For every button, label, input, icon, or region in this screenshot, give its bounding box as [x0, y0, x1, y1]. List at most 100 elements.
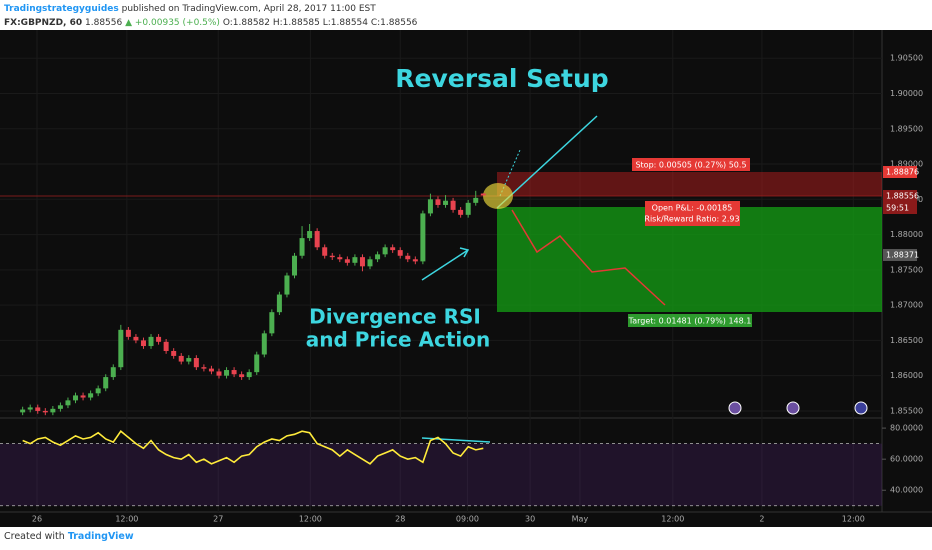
arrow-head	[459, 247, 470, 258]
chart: 1.85500 1.86000 1.86500 1.87000 1.87500 1.880…	[0, 30, 932, 527]
candle-body	[450, 200, 456, 210]
candle-body	[80, 395, 86, 398]
x-tick-label: 12:00	[661, 515, 684, 524]
y-tick-label: 1.87000	[890, 301, 923, 310]
candle-body	[465, 202, 471, 215]
candle-body	[276, 294, 282, 313]
candle-body	[299, 238, 305, 256]
axis-price-box	[883, 190, 917, 202]
x-tick-label: 27	[213, 515, 223, 524]
x-tick-label: 26	[32, 515, 42, 524]
y-tick-label: 1.86000	[890, 371, 923, 380]
axis-price-box	[883, 202, 917, 214]
highlight	[483, 183, 513, 209]
x-tick-label: 12:00	[115, 515, 138, 524]
rsi-pane	[0, 418, 882, 512]
candle-body	[193, 358, 199, 368]
candle-body	[88, 393, 94, 398]
candle-body	[405, 255, 411, 260]
candle-body	[208, 368, 214, 372]
y-tick-label: 1.87500	[890, 265, 923, 274]
candle-body	[57, 405, 63, 409]
candle-body	[239, 374, 245, 378]
event-icon[interactable]	[786, 401, 800, 415]
y-tick-label: 1.86500	[890, 336, 923, 345]
rsi-tick-label: 40.0000	[890, 486, 923, 495]
change: ▲ +0.00935 (+0.5%)	[125, 18, 220, 28]
candle-body	[261, 333, 267, 355]
footer: Created with TradingView	[4, 531, 134, 542]
rsi-tick-label: 60.0000	[890, 455, 923, 464]
path-arrows	[511, 209, 666, 306]
candle-body	[458, 209, 464, 215]
candle-body	[50, 408, 56, 413]
candle-body	[163, 341, 169, 351]
axis-price-label: 1.88556	[886, 192, 919, 201]
published: published on TradingView.com, April 28, …	[121, 4, 376, 14]
author[interactable]: Tradingstrategyguides	[4, 4, 119, 14]
created: Created with	[4, 531, 65, 542]
candle-body	[443, 200, 449, 205]
candle-body	[367, 259, 373, 267]
candle-body	[118, 329, 124, 368]
candle-body	[352, 257, 358, 263]
axis-price-label: 1.88371	[886, 251, 919, 260]
axis-price-label: 1.88876	[886, 168, 919, 177]
candle-body	[412, 259, 418, 262]
x-tick-label: 12:00	[842, 515, 865, 524]
candle-body	[42, 410, 48, 413]
y-tick-label: 1.88000	[890, 230, 923, 239]
y-tick-label: 1.89000	[890, 160, 923, 169]
candle-body	[329, 255, 335, 258]
y-tick-label: 1.90500	[890, 54, 923, 63]
y-tick-label: 1.89500	[890, 124, 923, 133]
candle-body	[231, 370, 237, 375]
candle-body	[397, 250, 403, 256]
candle-body	[95, 388, 101, 394]
candle-body	[359, 257, 365, 267]
candle-body	[110, 367, 116, 378]
candle-body	[171, 350, 177, 356]
rsi-tick-label: 80.0000	[890, 424, 923, 433]
header: Tradingstrategyguides published on Tradi…	[4, 2, 417, 30]
candle-body	[156, 336, 162, 342]
candle-body	[73, 395, 79, 401]
candle-body	[133, 336, 139, 341]
annotation: Divergence RSI	[309, 305, 481, 329]
trend-line	[496, 115, 598, 209]
target-box	[628, 314, 752, 327]
candle-body	[103, 377, 109, 389]
event-icon[interactable]	[728, 401, 742, 415]
stop-box	[632, 158, 750, 171]
rsi-line	[22, 430, 484, 465]
candle-body	[269, 312, 275, 334]
trend-arrow	[421, 249, 469, 281]
rsi-band	[0, 443, 882, 506]
x-tick-label: May	[572, 515, 589, 524]
brand[interactable]: TradingView	[67, 531, 134, 542]
candle-body	[125, 329, 131, 337]
candle-body	[292, 255, 298, 276]
pnl-label: Open P&L: -0.00185	[652, 204, 733, 213]
candle-body	[246, 372, 252, 378]
candle-body	[480, 193, 486, 196]
axis-price-box	[883, 166, 917, 178]
symbol: FX:GBPNZD, 60	[4, 18, 83, 28]
candle-body	[435, 199, 441, 205]
candle-body	[27, 407, 33, 410]
candle-body	[314, 231, 320, 248]
candle-body	[420, 213, 426, 262]
candle-body	[224, 370, 230, 376]
pnl-box	[645, 201, 740, 226]
candle-body	[35, 407, 41, 411]
candle-body	[254, 354, 260, 373]
x-tick-label: 30	[525, 515, 535, 524]
candle-body	[201, 367, 207, 369]
pnl-label: Risk/Reward Ratio: 2.93	[644, 215, 739, 224]
x-tick-label: 2	[759, 515, 764, 524]
candle-body	[140, 340, 146, 347]
candle-body	[375, 254, 381, 260]
axis-price-label: 59:51	[886, 204, 909, 213]
event-icon[interactable]	[854, 401, 868, 415]
candle-body	[186, 358, 192, 362]
